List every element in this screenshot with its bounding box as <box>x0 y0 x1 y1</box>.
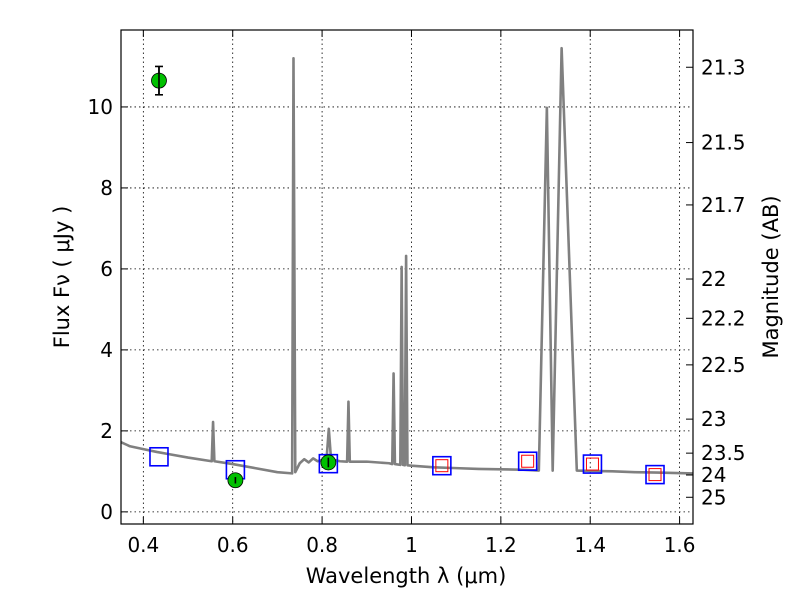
x-tick-label: 0.4 <box>127 533 159 557</box>
y-tick-label: 4 <box>100 338 113 362</box>
plot-frame <box>120 29 694 525</box>
right-tick-label: 22 <box>701 267 726 291</box>
right-tick-label: 24 <box>701 463 726 487</box>
observed-points-series <box>151 65 337 489</box>
x-tick-label: 0.6 <box>217 533 249 557</box>
spectrum-series <box>120 46 694 475</box>
band-boxes-series <box>149 446 665 485</box>
x-tick-label: 1.6 <box>664 533 696 557</box>
right-tick-label: 22.2 <box>701 306 746 330</box>
y-axis-left: 0 2 4 6 8 10 <box>88 95 128 524</box>
right-tick-label: 21.3 <box>701 55 746 79</box>
right-tick-label: 21.5 <box>701 131 746 155</box>
model-point <box>435 459 449 473</box>
y-tick-label: 6 <box>100 257 113 281</box>
right-tick-label: 23.5 <box>701 441 746 465</box>
y-axis-label: Flux Fν ( μJy ) <box>50 206 74 349</box>
x-tick-label: 1.2 <box>485 533 517 557</box>
model-points-series <box>435 454 662 482</box>
y-axis-right-label: Magnitude (AB) <box>759 195 783 358</box>
spectrum-line <box>120 46 694 475</box>
x-axis: 0.4 0.6 0.8 1 1.2 1.4 1.6 <box>127 30 696 557</box>
x-tick-label: 1 <box>405 533 418 557</box>
model-point <box>648 468 662 482</box>
x-axis-label: Wavelength λ (μm) <box>306 564 507 588</box>
gridlines <box>121 30 693 524</box>
x-tick-label: 0.8 <box>306 533 338 557</box>
band-box <box>582 454 603 474</box>
y-tick-label: 8 <box>100 176 113 200</box>
right-tick-label: 21.7 <box>701 193 746 217</box>
band-box <box>517 451 538 472</box>
y-tick-label: 2 <box>100 419 113 443</box>
band-box <box>432 455 452 476</box>
right-tick-label: 25 <box>701 485 726 509</box>
x-tick-label: 1.4 <box>574 533 606 557</box>
y-tick-label: 10 <box>88 95 113 119</box>
y-tick-label: 0 <box>100 500 113 524</box>
right-tick-label: 22.5 <box>701 353 746 377</box>
model-point <box>585 457 599 471</box>
model-point <box>521 454 535 468</box>
band-box <box>149 446 169 467</box>
band-box <box>645 464 665 485</box>
right-tick-label: 23 <box>701 407 726 431</box>
